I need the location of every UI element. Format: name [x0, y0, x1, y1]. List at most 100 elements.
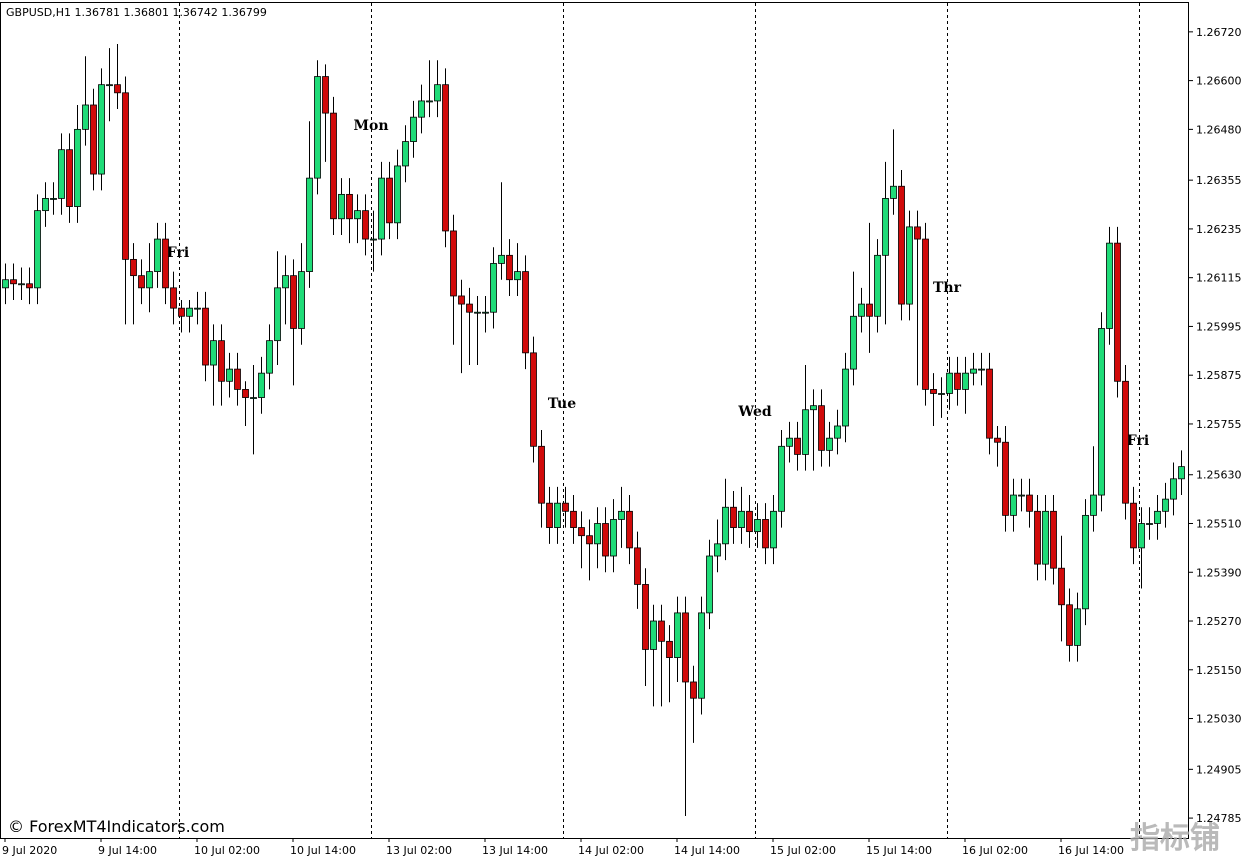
candle-body	[522, 271, 529, 354]
y-tick-label: 1.25030	[1196, 713, 1242, 726]
candle-body	[930, 389, 937, 394]
candle-body	[818, 405, 825, 451]
y-tick-label: 1.26480	[1196, 123, 1242, 136]
candle-body	[74, 128, 81, 207]
candle-body	[410, 116, 417, 142]
candle-body	[234, 368, 241, 390]
candle-body	[442, 84, 449, 232]
candle-body	[82, 104, 89, 130]
candle-body	[362, 210, 369, 240]
y-tick-label: 1.26115	[1196, 272, 1242, 285]
candle-body	[706, 555, 713, 614]
candle-body	[226, 368, 233, 382]
candle-body	[874, 254, 881, 317]
candle-body	[1130, 502, 1137, 549]
candle-body	[18, 283, 25, 286]
candle-body	[186, 307, 193, 317]
candle-body	[690, 681, 697, 699]
candle-body	[682, 612, 689, 683]
candle-body	[898, 185, 905, 305]
x-tick-label: 14 Jul 14:00	[674, 844, 740, 857]
x-tick-label: 16 Jul 02:00	[962, 844, 1028, 857]
candle-body	[634, 547, 641, 585]
candle-body	[666, 640, 673, 658]
watermark: © ForexMT4Indicators.com	[8, 817, 225, 836]
candle-body	[850, 315, 857, 370]
candle-body	[762, 519, 769, 549]
y-tick-label: 1.25510	[1196, 518, 1242, 531]
candle-body	[490, 263, 497, 313]
candle-body	[970, 368, 977, 374]
candle-body	[434, 84, 441, 102]
y-tick-label: 1.26355	[1196, 174, 1242, 187]
candle-body	[570, 510, 577, 528]
candle-body	[50, 198, 57, 200]
candle-body	[1026, 494, 1033, 512]
y-tick-label: 1.25390	[1196, 566, 1242, 579]
candle-body	[58, 149, 65, 199]
candle-body	[26, 283, 33, 289]
day-label: Fri	[1127, 433, 1149, 449]
x-tick-label: 15 Jul 02:00	[770, 844, 836, 857]
candle-body	[114, 84, 121, 94]
candle-body	[218, 340, 225, 382]
candle-body	[1050, 510, 1057, 569]
candle-body	[90, 104, 97, 175]
candle-body	[954, 372, 961, 390]
candle-body	[1122, 380, 1129, 504]
candle-body	[1090, 494, 1097, 516]
candle-body	[354, 210, 361, 220]
candle-body	[586, 535, 593, 545]
candle-body	[378, 177, 385, 240]
candle-body	[810, 405, 817, 411]
candle-body	[602, 523, 609, 557]
x-tick-label: 15 Jul 14:00	[866, 844, 932, 857]
y-tick-label: 1.25995	[1196, 320, 1242, 333]
y-tick-label: 1.25270	[1196, 615, 1242, 628]
candle-body	[346, 193, 353, 220]
candle-body	[698, 612, 705, 699]
x-tick-label: 10 Jul 14:00	[290, 844, 356, 857]
candle-body	[642, 584, 649, 650]
candle-body	[338, 193, 345, 220]
candle-body	[650, 620, 657, 650]
candle-body	[178, 307, 185, 317]
day-label: Mon	[353, 118, 388, 134]
candle-body	[402, 141, 409, 167]
candle-body	[274, 287, 281, 342]
candle-body	[466, 303, 473, 313]
candle-body	[778, 445, 785, 512]
candle-body	[610, 519, 617, 557]
candle-body	[826, 437, 833, 451]
candle-body	[794, 437, 801, 455]
candle-body	[834, 425, 841, 439]
candle-body	[1042, 510, 1049, 565]
candle-body	[210, 340, 217, 366]
candle-body	[730, 506, 737, 528]
candle-body	[546, 502, 553, 528]
candle-body	[130, 258, 137, 277]
candle-body	[1098, 328, 1105, 496]
day-label: Wed	[737, 404, 771, 420]
candle-body	[98, 84, 105, 175]
y-tick-label: 1.26600	[1196, 75, 1242, 88]
candle-body	[530, 352, 537, 447]
x-tick-label: 13 Jul 14:00	[482, 844, 548, 857]
candle-body	[938, 393, 945, 395]
y-tick-label: 1.26235	[1196, 223, 1242, 236]
candle-body	[42, 198, 49, 212]
day-label: Tue	[548, 396, 576, 412]
candle-body	[626, 510, 633, 549]
y-tick-label: 1.25630	[1196, 469, 1242, 482]
candle-body	[1074, 608, 1081, 646]
candle-body	[250, 397, 257, 399]
candle-body	[426, 100, 433, 103]
candle-body	[1114, 242, 1121, 382]
day-label: Fri	[167, 245, 189, 261]
candle-body	[170, 287, 177, 309]
candle-body	[722, 506, 729, 545]
x-tick-label: 10 Jul 02:00	[194, 844, 260, 857]
candle-body	[554, 502, 561, 528]
candle-body	[1058, 567, 1065, 606]
